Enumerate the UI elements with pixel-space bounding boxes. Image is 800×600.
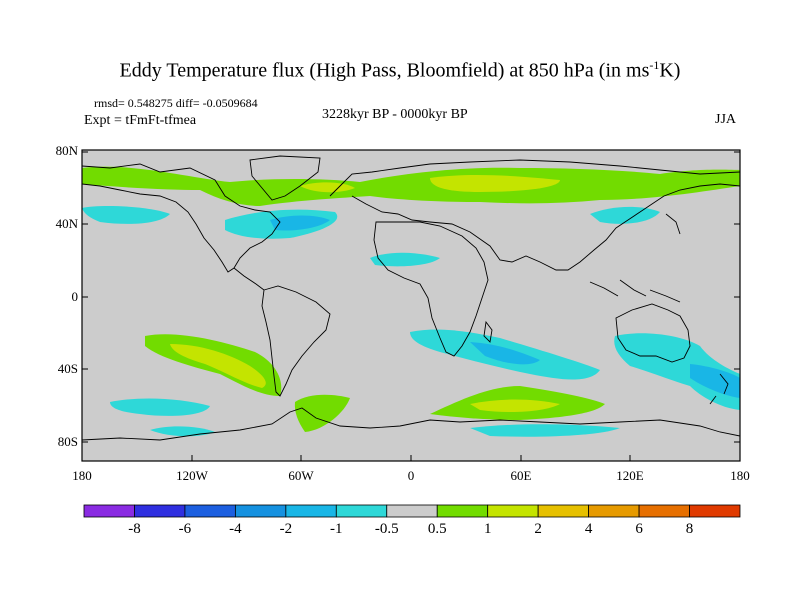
colorbar-box bbox=[638, 504, 690, 518]
colorbar-box bbox=[487, 504, 539, 518]
colorbar-box bbox=[537, 504, 590, 518]
colorbar-label: -2 bbox=[279, 521, 293, 537]
lon-label-0: 0 bbox=[407, 468, 415, 483]
season-label: JJA bbox=[715, 112, 737, 127]
australia-negative bbox=[614, 333, 740, 410]
colorbar-label: -8 bbox=[128, 521, 141, 537]
lat-label-eq: 0 bbox=[71, 289, 79, 304]
colorbar-label: -1 bbox=[330, 521, 343, 537]
colorbar-box bbox=[134, 504, 186, 518]
siberia-positive-core bbox=[430, 174, 560, 192]
south-pacific-positive-core bbox=[170, 344, 266, 388]
south-america-coast bbox=[261, 285, 331, 397]
colorbar bbox=[83, 504, 741, 518]
lon-label-60e: 60E bbox=[510, 468, 532, 483]
north-america-coast bbox=[82, 163, 281, 273]
north-atlantic-negative-core bbox=[270, 215, 330, 231]
lon-label-60w: 60W bbox=[288, 468, 314, 483]
japan-coast bbox=[665, 213, 681, 235]
colorbar-label: 0.5 bbox=[427, 521, 447, 537]
lon-label-120e: 120E bbox=[616, 468, 644, 483]
lon-label-180e: 180 bbox=[730, 468, 750, 483]
lat-label-40n: 40N bbox=[55, 216, 78, 231]
greenland-coast bbox=[249, 155, 321, 201]
stats-text: rmsd= 0.548275 diff= -0.0509684 bbox=[94, 96, 258, 110]
australia-negative-core bbox=[690, 364, 740, 398]
antarctica-coast bbox=[82, 407, 740, 441]
central-america-coast bbox=[233, 267, 265, 291]
west-pacific-negative bbox=[590, 206, 660, 224]
colorbar-label: 2 bbox=[534, 521, 542, 537]
colorbar-box bbox=[335, 504, 388, 518]
experiment-label: Expt = tFmFt-tfmea bbox=[84, 113, 197, 128]
plot-title: Eddy Temperature flux (High Pass, Bloomf… bbox=[119, 58, 681, 82]
south-atlantic-negative-core bbox=[470, 342, 540, 365]
new-zealand-coast bbox=[709, 373, 729, 405]
colorbar-box bbox=[184, 504, 236, 518]
south-america-positive bbox=[294, 394, 350, 432]
southeast-pacific-negative bbox=[110, 398, 210, 416]
colorbar-label: -6 bbox=[178, 521, 192, 537]
colorbar-box bbox=[588, 504, 640, 518]
maritime-continent-coast bbox=[589, 279, 681, 303]
anomaly-regions bbox=[82, 166, 740, 437]
colorbar-box bbox=[83, 504, 135, 518]
period-label: 3228kyr BP - 0000kyr BP bbox=[322, 107, 468, 122]
north-pacific-negative bbox=[82, 206, 170, 224]
madagascar-coast bbox=[483, 320, 493, 343]
colorbar-label: 4 bbox=[584, 521, 593, 537]
lon-ticks bbox=[81, 455, 741, 461]
colorbar-box bbox=[234, 504, 287, 518]
colorbar-label: 1 bbox=[483, 521, 492, 537]
lat-label-80n: 80N bbox=[55, 143, 78, 158]
africa-coast bbox=[373, 221, 489, 357]
europe-south-coast bbox=[351, 183, 740, 271]
colorbar-box bbox=[689, 504, 741, 518]
arctic-positive-band bbox=[82, 166, 740, 206]
colorbar-box bbox=[436, 504, 489, 518]
australia-coast bbox=[615, 303, 691, 363]
europe-asia-coast bbox=[329, 159, 740, 197]
southern-ocean-positive-core bbox=[470, 399, 560, 412]
coastlines bbox=[82, 155, 740, 441]
lon-label-120w: 120W bbox=[176, 468, 208, 483]
lat-label-80s: 80S bbox=[57, 434, 78, 449]
lat-ticks bbox=[82, 151, 740, 443]
colorbar-label: 8 bbox=[685, 521, 694, 537]
lat-label-40s: 40S bbox=[57, 361, 78, 376]
colorbar-box bbox=[285, 504, 337, 518]
colorbar-label: -0.5 bbox=[374, 521, 399, 537]
subtropical-atlantic-negative bbox=[370, 252, 440, 267]
antarctic-negative bbox=[470, 424, 620, 437]
colorbar-label: 6 bbox=[635, 521, 643, 537]
colorbar-label: -4 bbox=[229, 521, 242, 537]
lon-label-180w: 180 bbox=[72, 468, 92, 483]
colorbar-box bbox=[386, 504, 438, 518]
